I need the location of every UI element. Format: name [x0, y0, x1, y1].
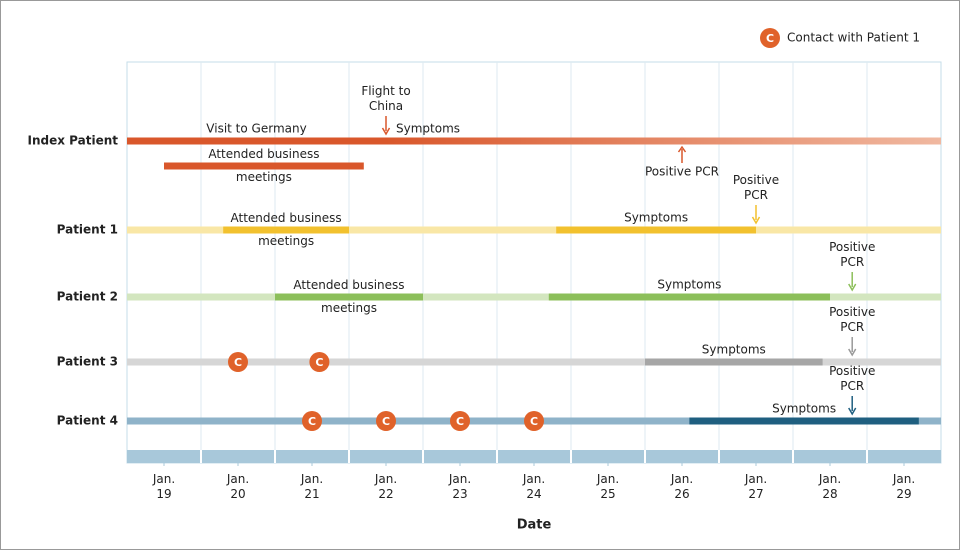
event-arrowhead	[848, 283, 857, 292]
bar-label: Symptoms	[657, 278, 721, 292]
legend-marker	[760, 28, 780, 48]
date-band-bg	[127, 450, 941, 463]
x-tick-label: Jan. 26	[670, 472, 693, 501]
event-label: Positive PCR	[829, 305, 875, 334]
bar-label: Visit to Germany	[206, 122, 306, 136]
x-tick-label: Jan. 20	[226, 472, 249, 501]
contact-marker	[376, 411, 396, 431]
event-arrowhead	[751, 216, 761, 225]
contact-letter: C	[234, 356, 242, 369]
bar	[689, 417, 919, 425]
contact-marker	[309, 352, 330, 372]
contact-marker	[228, 352, 248, 372]
legend-marker-letter: C	[766, 32, 774, 45]
contact-marker	[450, 411, 470, 431]
contact-letter: C	[382, 415, 390, 428]
bar-label: Symptoms	[624, 211, 688, 225]
x-axis-title: Date	[517, 518, 552, 533]
bar-label: Symptoms	[396, 122, 460, 136]
bar	[223, 226, 349, 234]
bar-label: Symptoms	[702, 343, 766, 357]
bar	[556, 226, 756, 234]
x-tick-label: Jan. 21	[300, 472, 323, 501]
x-tick-label: Jan. 23	[448, 472, 471, 501]
event-arrowhead	[677, 145, 687, 153]
x-tick-label: Jan. 24	[522, 472, 545, 501]
event-arrowhead	[848, 407, 857, 416]
bar-label: Symptoms	[772, 402, 836, 416]
x-tick-label: Jan. 28	[818, 472, 841, 501]
row-baseline	[127, 358, 941, 366]
bar	[645, 358, 823, 366]
bar	[164, 162, 364, 170]
row-label: Patient 4	[57, 414, 118, 428]
x-tick-label: Jan. 27	[744, 472, 767, 501]
event-label: Positive PCR	[733, 173, 779, 202]
row-label: Index Patient	[28, 134, 119, 148]
row-baseline	[127, 293, 941, 301]
event-label: Positive PCR	[829, 364, 875, 393]
bar-label: Attended business meetings	[208, 147, 319, 184]
contact-letter: C	[308, 415, 316, 428]
contact-letter: C	[530, 415, 538, 428]
x-tick-label: Jan. 25	[596, 472, 619, 501]
x-tick-label: Jan. 19	[152, 472, 175, 501]
contact-letter: C	[456, 415, 464, 428]
legend-label: Contact with Patient 1	[787, 31, 920, 45]
x-tick-label: Jan. 29	[892, 472, 915, 501]
date-band	[127, 450, 941, 463]
event-label: Positive PCR	[829, 240, 875, 269]
row-label: Patient 2	[57, 290, 118, 304]
x-tick-label: Jan. 22	[374, 472, 397, 501]
contact-marker	[302, 411, 322, 431]
event-arrowhead	[381, 127, 391, 136]
event-arrowhead	[848, 348, 857, 357]
contact-letter: C	[315, 356, 323, 369]
row-label: Patient 3	[57, 355, 118, 369]
bar	[127, 137, 386, 145]
bar	[275, 293, 423, 301]
event-label: Positive PCR	[645, 165, 719, 179]
bar	[548, 293, 830, 301]
bar	[386, 137, 941, 145]
row-label: Patient 1	[57, 223, 118, 237]
bar-label: Attended business meetings	[293, 278, 404, 315]
bar-label: Attended business meetings	[231, 211, 342, 248]
event-label: Flight to China	[361, 84, 410, 113]
contact-marker	[524, 411, 544, 431]
row-baseline	[127, 226, 941, 234]
